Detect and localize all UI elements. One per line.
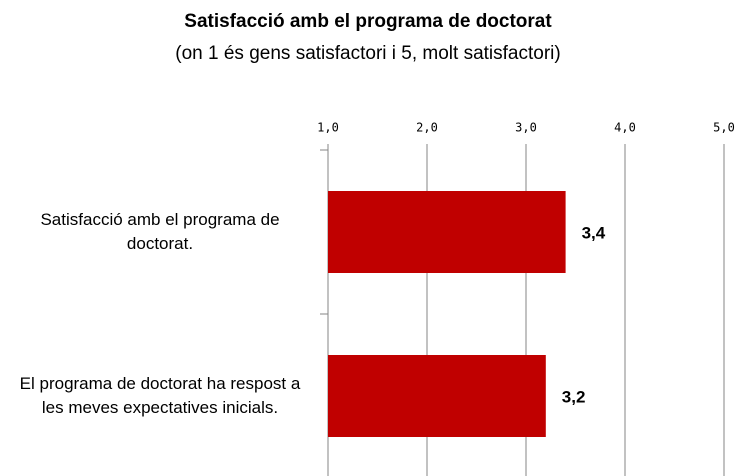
x-tick-label: 4,0 bbox=[614, 121, 636, 135]
x-tick-label: 1,0 bbox=[317, 121, 339, 135]
x-tick-label: 5,0 bbox=[713, 121, 735, 135]
x-tick-label: 3,0 bbox=[515, 121, 537, 135]
chart-title: Satisfacció amb el programa de doctorat bbox=[184, 11, 552, 32]
bar bbox=[328, 191, 566, 273]
category-label: Satisfacció amb el programa de doctorat. bbox=[40, 210, 280, 253]
value-label: 3,2 bbox=[562, 387, 586, 406]
category-label: El programa de doctorat ha respost a les… bbox=[19, 374, 301, 417]
chart-subtitle: (on 1 és gens satisfactori i 5, molt sat… bbox=[175, 43, 560, 64]
value-label: 3,4 bbox=[582, 223, 606, 242]
x-tick-label: 2,0 bbox=[416, 121, 438, 135]
bar bbox=[328, 355, 546, 437]
